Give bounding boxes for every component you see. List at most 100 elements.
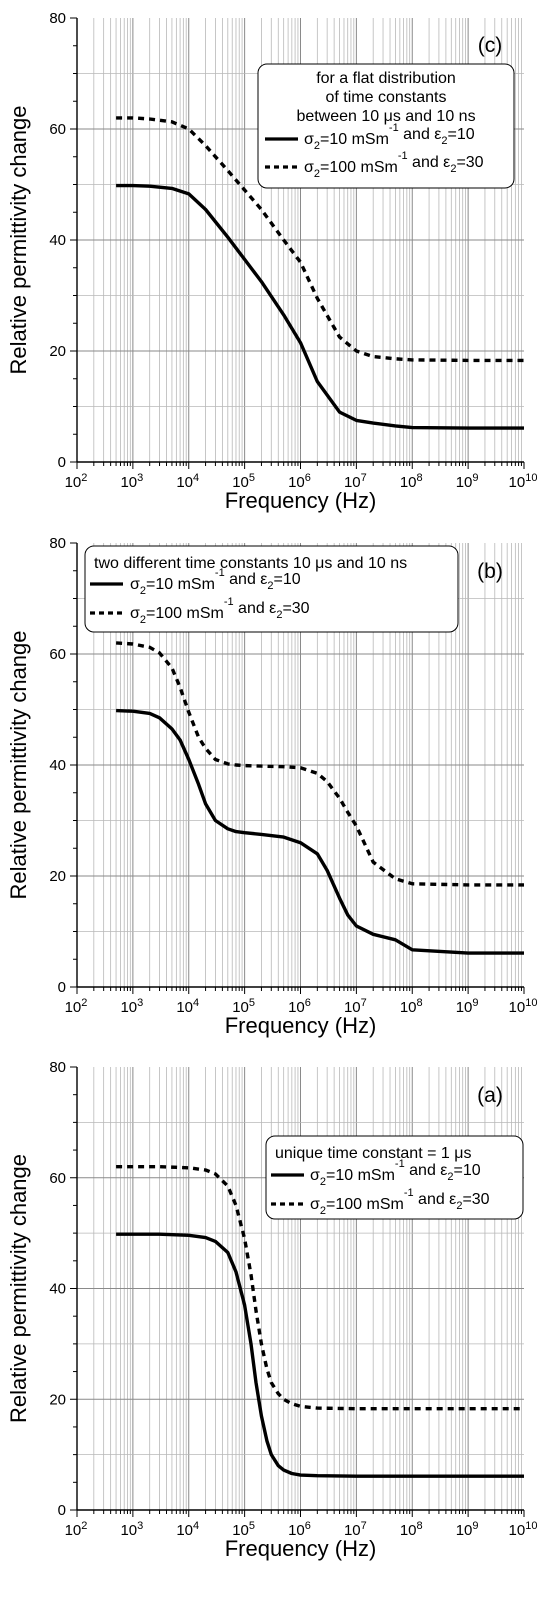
y-tick-label: 20: [49, 343, 66, 360]
legend-text-part: =100 mSm: [146, 605, 224, 622]
y-axis-title: Relative permittivity change: [6, 630, 31, 899]
x-tick-label: 1010: [509, 1520, 538, 1539]
x-tick-label: 108: [400, 472, 423, 491]
legend-text-part: and ε: [414, 1191, 457, 1208]
legend-text-part: =100 mSm: [320, 159, 398, 176]
x-axis-title: Frequency (Hz): [225, 488, 377, 513]
series-line-solid: [116, 183, 524, 430]
x-tick-label: 105: [232, 997, 255, 1016]
y-tick-label: 0: [58, 979, 66, 996]
x-tick-base: 10: [232, 999, 249, 1016]
x-tick-base: 10: [509, 999, 526, 1016]
x-tick-base: 10: [65, 999, 82, 1016]
x-tick-label: 1010: [509, 997, 538, 1016]
legend-text-part: and ε: [405, 1162, 448, 1179]
x-tick-label: 104: [176, 472, 199, 491]
legend-superscript: -1: [404, 1187, 414, 1199]
legend-subscript: 2: [441, 135, 447, 147]
panel-b: 102 103 104 105 106 107 108 109 1010020406080Fre…: [6, 535, 537, 1038]
x-tick-exponent: 4: [193, 1520, 199, 1532]
x-tick-exponent: 2: [81, 1520, 87, 1532]
x-tick-label: 107: [344, 472, 367, 491]
x-tick-exponent: 6: [305, 1520, 311, 1532]
legend-superscript: -1: [395, 1158, 405, 1170]
legend-text-part: and ε: [234, 600, 277, 617]
legend-text-part: =10: [448, 126, 475, 143]
legend-title-line: unique time constant = 1 μs: [275, 1145, 471, 1162]
x-tick-base: 10: [176, 474, 193, 491]
x-axis-title: Frequency (Hz): [225, 1013, 377, 1038]
y-tick-label: 80: [49, 535, 66, 552]
y-tick-label: 60: [49, 121, 66, 138]
x-tick-label: 105: [232, 472, 255, 491]
x-tick-label: 104: [176, 997, 199, 1016]
x-tick-label: 106: [288, 1520, 311, 1539]
x-tick-exponent: 3: [137, 1520, 143, 1532]
legend-text-part: =10: [274, 571, 301, 588]
legend-text-part: σ: [304, 159, 314, 176]
y-tick-label: 80: [49, 10, 66, 27]
legend-subscript: 2: [447, 1171, 453, 1183]
y-tick-label: 20: [49, 1391, 66, 1408]
x-tick-label: 109: [456, 1520, 479, 1539]
y-tick-label: 20: [49, 868, 66, 885]
x-tick-base: 10: [509, 1522, 526, 1539]
legend-entry-label: σ2=10 mSm-1 and ε2=10: [304, 122, 475, 152]
x-tick-label: 103: [120, 472, 143, 491]
y-axis-title: Relative permittivity change: [6, 1154, 31, 1423]
legend-text-part: and ε: [399, 126, 442, 143]
legend-text-part: and ε: [225, 571, 268, 588]
legend-text-part: σ: [304, 131, 314, 148]
x-tick-base: 10: [120, 1522, 137, 1539]
x-axis-title: Frequency (Hz): [225, 1536, 377, 1561]
legend-title-line: of time constants: [326, 89, 447, 106]
x-tick-exponent: 5: [249, 997, 255, 1009]
legend-text-part: σ: [130, 605, 140, 622]
x-tick-exponent: 8: [417, 997, 423, 1009]
legend-text-part: =30: [456, 154, 483, 171]
legend-subscript: 2: [267, 580, 273, 592]
legend: for a flat distribution of time constants…: [257, 63, 515, 189]
legend-text-part: =100 mSm: [326, 1196, 404, 1213]
x-tick-exponent: 9: [472, 997, 478, 1009]
x-tick-label: 108: [400, 1520, 423, 1539]
series-line-solid: [116, 708, 524, 955]
x-tick-base: 10: [232, 1522, 249, 1539]
legend-subscript: 2: [456, 1200, 462, 1212]
x-tick-label: 107: [344, 997, 367, 1016]
x-tick-exponent: 8: [417, 1520, 423, 1532]
x-tick-exponent: 6: [305, 997, 311, 1009]
grid: [77, 1067, 524, 1510]
x-tick-base: 10: [176, 1522, 193, 1539]
legend-entry-label: σ2=100 mSm-1 and ε2=30: [130, 596, 310, 626]
x-tick-exponent: 6: [305, 472, 311, 484]
x-tick-exponent: 10: [525, 997, 537, 1009]
legend-subscript: 2: [450, 163, 456, 175]
x-tick-base: 10: [344, 474, 361, 491]
series-line-dashed: [116, 116, 524, 363]
legend-entry-label: σ2=100 mSm-1 and ε2=30: [304, 150, 484, 180]
legend-subscript: 2: [314, 168, 320, 180]
legend-text-part: =10: [454, 1162, 481, 1179]
x-tick-exponent: 4: [193, 997, 199, 1009]
panel-label: (a): [477, 1084, 503, 1107]
x-tick-exponent: 9: [472, 1520, 478, 1532]
legend-entry-label: σ2=100 mSm-1 and ε2=30: [310, 1187, 490, 1217]
x-tick-exponent: 5: [249, 1520, 255, 1532]
legend-entry-label: σ2=10 mSm-1 and ε2=10: [310, 1158, 481, 1188]
x-tick-base: 10: [400, 1522, 417, 1539]
x-tick-base: 10: [288, 474, 305, 491]
x-tick-exponent: 2: [81, 472, 87, 484]
x-tick-label: 109: [456, 997, 479, 1016]
legend-title-line: between 10 μs and 10 ns: [296, 108, 475, 125]
x-tick-base: 10: [288, 999, 305, 1016]
x-tick-exponent: 7: [361, 472, 367, 484]
legend-title-line: two different time constants 10 μs and 1…: [94, 555, 407, 572]
x-tick-label: 1010: [509, 472, 538, 491]
legend-text-part: =10 mSm: [326, 1167, 395, 1184]
legend-text-part: =30: [282, 600, 309, 617]
x-tick-exponent: 7: [361, 1520, 367, 1532]
x-tick-exponent: 3: [137, 997, 143, 1009]
x-tick-label: 107: [344, 1520, 367, 1539]
